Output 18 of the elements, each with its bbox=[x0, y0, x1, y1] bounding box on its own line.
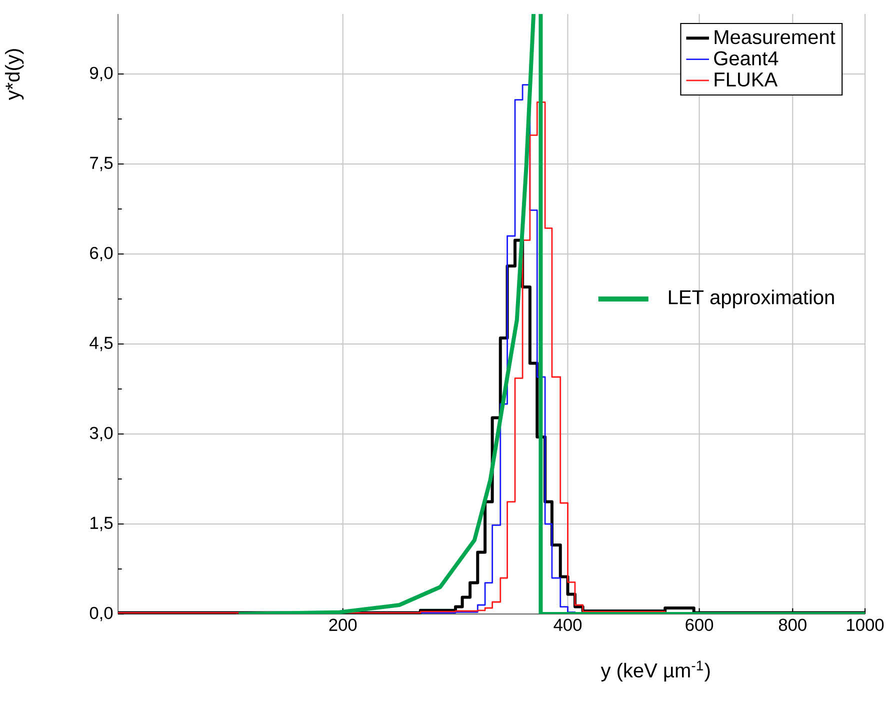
y-tick-label: 9,0 bbox=[90, 66, 113, 82]
legend-label: Measurement bbox=[714, 30, 836, 44]
y-axis-title: y*d(y) bbox=[5, 49, 24, 100]
y-tick-label: 4,5 bbox=[90, 336, 113, 352]
y-tick-label: 3,0 bbox=[90, 426, 113, 442]
x-tick-label: 200 bbox=[329, 618, 357, 631]
x-tick-label: 600 bbox=[686, 618, 714, 631]
y-tick-label: 6,0 bbox=[90, 246, 113, 262]
x-tick-label: 800 bbox=[778, 618, 806, 631]
legend-label: Geant4 bbox=[714, 51, 778, 66]
x-axis-title: y (keV µm$^{-1}$) bbox=[600, 660, 710, 682]
y-tick-label: 1,5 bbox=[90, 516, 113, 532]
y-tick-label: 0,0 bbox=[90, 606, 113, 622]
x-tick-label: 1000 bbox=[847, 618, 884, 631]
x-tick-label: 400 bbox=[554, 618, 582, 631]
legend-label: LET approximation bbox=[668, 290, 834, 308]
legend-label: FLUKA bbox=[714, 72, 778, 87]
y-tick-label: 7,5 bbox=[90, 156, 113, 172]
